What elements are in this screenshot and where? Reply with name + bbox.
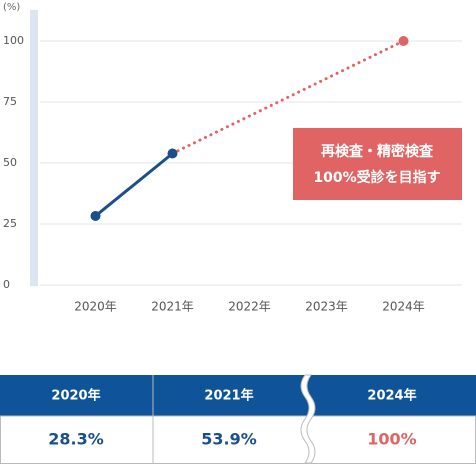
table-break <box>300 374 316 464</box>
table-cell: 53.9% <box>201 430 257 449</box>
x-tick-label: 2020年 <box>74 300 117 314</box>
y-tick-label: 50 <box>3 156 17 169</box>
line <box>94 152 174 218</box>
table-header <box>0 375 476 416</box>
y-tick-label: 100 <box>3 34 24 47</box>
y-tick-label: 25 <box>3 217 17 230</box>
point <box>90 210 101 221</box>
point <box>167 148 178 159</box>
y-axis-bar <box>30 10 38 286</box>
annotation-box <box>293 128 462 200</box>
x-tick-label: 2022年 <box>228 300 271 314</box>
table-header-cell: 2020年 <box>51 388 100 404</box>
x-tick-label: 2024年 <box>382 300 425 314</box>
table-cell: 28.3% <box>48 430 104 449</box>
point <box>398 36 409 46</box>
x-tick-label: 2021年 <box>151 300 194 314</box>
annotation: 再検査・精密検査 <box>321 143 434 160</box>
table-header-cell: 2021年 <box>204 388 253 404</box>
target-connector <box>171 39 405 155</box>
y-tick-label: 0 <box>3 278 10 291</box>
y-unit: (%) <box>3 2 20 13</box>
x-tick-label: 2023年 <box>305 300 348 314</box>
table-header-cell: 2024年 <box>367 388 416 404</box>
table-cell: 100% <box>367 430 416 449</box>
y-tick-label: 75 <box>3 95 17 108</box>
annotation: 100%受診を目指す <box>313 169 440 186</box>
